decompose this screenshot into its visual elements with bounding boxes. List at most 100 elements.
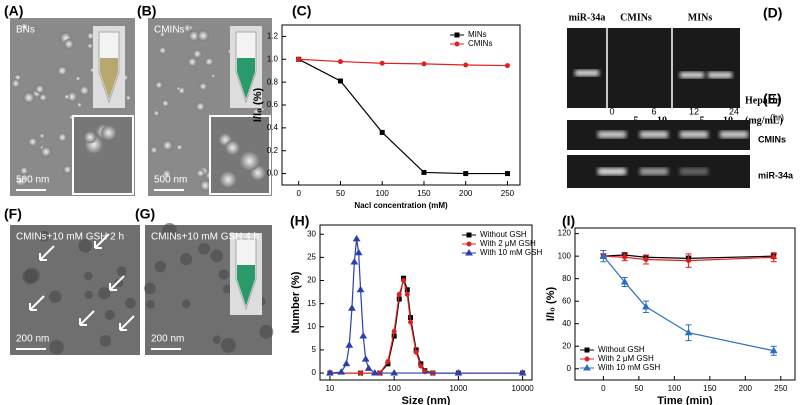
particle [21, 175, 28, 182]
y-tick-label: 25 [307, 252, 316, 261]
marker [583, 364, 591, 371]
particle [158, 46, 167, 55]
unit-label: (mg/mL) [745, 115, 783, 126]
particle [181, 299, 191, 309]
particle [198, 242, 211, 255]
particle [114, 278, 124, 288]
scale-label: 500 nm [154, 175, 187, 186]
legend-label: CMINs [468, 39, 492, 48]
y-tick-label: 40 [562, 319, 571, 328]
gel-band [598, 131, 626, 138]
particle [161, 99, 170, 107]
particle [39, 133, 45, 139]
marker [684, 328, 693, 336]
particle [40, 146, 52, 158]
particle [76, 102, 83, 108]
particle [79, 85, 90, 96]
particle [38, 230, 50, 242]
marker [345, 341, 354, 348]
gel-band [640, 131, 668, 138]
particle [192, 49, 202, 59]
particle [176, 86, 181, 91]
particle [252, 108, 260, 116]
particle [63, 93, 70, 100]
time-label: 6 [651, 106, 656, 116]
x-tick-label: 100 [376, 189, 390, 198]
image-label: CMINs+10 mM GSH 2 h [16, 232, 124, 243]
particle [57, 65, 68, 76]
marker [620, 278, 629, 285]
gel-band [720, 131, 748, 138]
particle [180, 253, 193, 266]
particle [162, 222, 177, 238]
particle [260, 107, 265, 112]
y-axis-label: I/I₀ (%) [545, 287, 557, 322]
particle [101, 125, 117, 141]
y-tick-label: 1.2 [267, 32, 279, 41]
gel-band [575, 70, 599, 76]
particle [63, 165, 72, 174]
x-tick-label: 50 [634, 384, 643, 393]
marker [348, 304, 356, 311]
time-label: 12 [689, 106, 699, 116]
scale-label: 200 nm [151, 334, 184, 345]
particle [20, 22, 29, 31]
legend-label: With 10 mM GSH [480, 248, 542, 257]
particle [153, 110, 160, 117]
plot-frame [574, 227, 796, 381]
particle [75, 75, 81, 82]
panel-label: (A) [4, 3, 23, 19]
x-tick-label: 10 [325, 384, 334, 393]
legend-label: Without GSH [480, 230, 527, 239]
marker [454, 369, 463, 376]
arrow [39, 245, 55, 261]
panel-label: (B) [137, 3, 156, 19]
legend-label: MINs [468, 30, 487, 39]
y-tick-label: 20 [562, 341, 571, 350]
image-label: CMINs+10 mM GSH 4 h [151, 232, 259, 243]
marker [354, 248, 363, 256]
particle [27, 136, 38, 147]
row-label: miR-34a [758, 170, 794, 180]
marker [404, 287, 410, 293]
unit-label: (hr) [770, 112, 784, 122]
y-tick-label: 80 [562, 274, 571, 283]
x-axis-label: Time (min) [657, 395, 713, 405]
particle [63, 38, 75, 50]
lane-label: miR-34a [569, 12, 606, 23]
particle [104, 309, 115, 321]
marker [401, 278, 407, 284]
marker [771, 254, 777, 260]
x-tick-label: 150 [417, 189, 431, 198]
particle [150, 146, 158, 154]
lane-label: MINs [688, 12, 713, 23]
particle [14, 73, 22, 81]
marker [466, 232, 472, 238]
particle [24, 267, 40, 284]
legend-label: Without GSH [598, 345, 645, 354]
x-tick-label: 150 [703, 384, 717, 393]
zoom-inset [209, 115, 271, 195]
particle [212, 335, 221, 344]
particle [204, 57, 214, 67]
marker [686, 258, 692, 264]
image-label: CMINs [154, 25, 185, 36]
marker [396, 291, 402, 297]
x-tick-label: 0 [296, 189, 301, 198]
particle [159, 31, 166, 38]
y-tick-label: 0.2 [267, 146, 279, 155]
x-axis-label: Size (nm) [402, 395, 451, 405]
marker [350, 258, 359, 265]
marker [337, 59, 343, 65]
panel-label: (H) [290, 213, 309, 229]
y-axis-label: I/I₀ (%) [252, 88, 264, 123]
particle [84, 131, 97, 144]
marker [337, 368, 346, 375]
particle [146, 299, 155, 309]
x-tick-label: 0 [601, 384, 606, 393]
marker [642, 302, 650, 310]
marker [643, 257, 649, 263]
marker [385, 358, 391, 364]
y-tick-label: 15 [307, 299, 316, 308]
